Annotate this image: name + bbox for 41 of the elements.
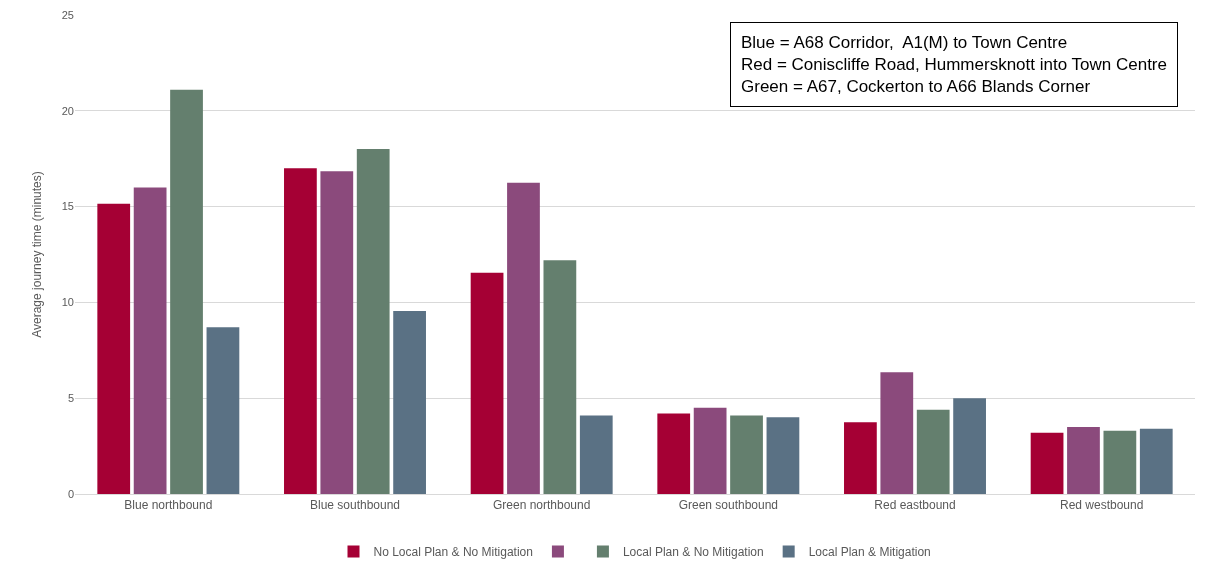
y-axis-title: Average journey time (minutes) bbox=[30, 171, 44, 338]
y-tick-label: 5 bbox=[67, 392, 74, 405]
bar bbox=[284, 168, 317, 494]
bar bbox=[657, 413, 691, 494]
y-tick-label: 15 bbox=[61, 200, 74, 213]
bar bbox=[97, 203, 131, 494]
bar bbox=[693, 407, 727, 494]
bar bbox=[579, 415, 613, 494]
x-tick-label: Green southbound bbox=[678, 498, 779, 513]
y-tick-label: 25 bbox=[61, 8, 74, 21]
bar bbox=[206, 327, 240, 494]
y-tick-label: 0 bbox=[67, 487, 74, 500]
bar bbox=[766, 417, 800, 494]
bar bbox=[844, 422, 877, 494]
annotation: Blue = A68 Corridor, A1(M) to Town Centre Red = Coniscliffe Road, Hummersknott into Town Centre Green = A67, Cockerton to A66 Blands Corner bbox=[741, 33, 1167, 97]
bar bbox=[320, 171, 354, 494]
legend-label: No Local Plan & No Mitigation bbox=[373, 545, 533, 560]
bar bbox=[470, 272, 504, 494]
bar bbox=[953, 398, 986, 494]
bar bbox=[730, 415, 763, 494]
y-tick-label: 10 bbox=[61, 296, 74, 309]
bar bbox=[170, 89, 203, 494]
bar bbox=[1103, 430, 1137, 494]
x-tick-label: Blue northbound bbox=[124, 498, 213, 513]
legend-label: Local Plan & No Mitigation bbox=[622, 545, 764, 560]
bar bbox=[1139, 428, 1173, 494]
bar bbox=[543, 260, 577, 494]
bar bbox=[1030, 432, 1064, 494]
bar bbox=[1067, 426, 1100, 494]
bar bbox=[507, 182, 540, 494]
y-tick-label: 20 bbox=[61, 104, 74, 117]
x-tick-label: Blue southbound bbox=[309, 498, 401, 513]
bar bbox=[356, 149, 390, 494]
bar bbox=[880, 372, 914, 494]
x-tick-label: Red westbound bbox=[1059, 498, 1144, 513]
legend-label: Local Plan & Mitigation bbox=[808, 545, 931, 560]
bar bbox=[393, 311, 426, 494]
x-tick-label: Green northbound bbox=[492, 498, 591, 513]
bar bbox=[916, 409, 950, 494]
x-tick-label: Red eastbound bbox=[874, 498, 956, 513]
bar bbox=[133, 187, 167, 494]
